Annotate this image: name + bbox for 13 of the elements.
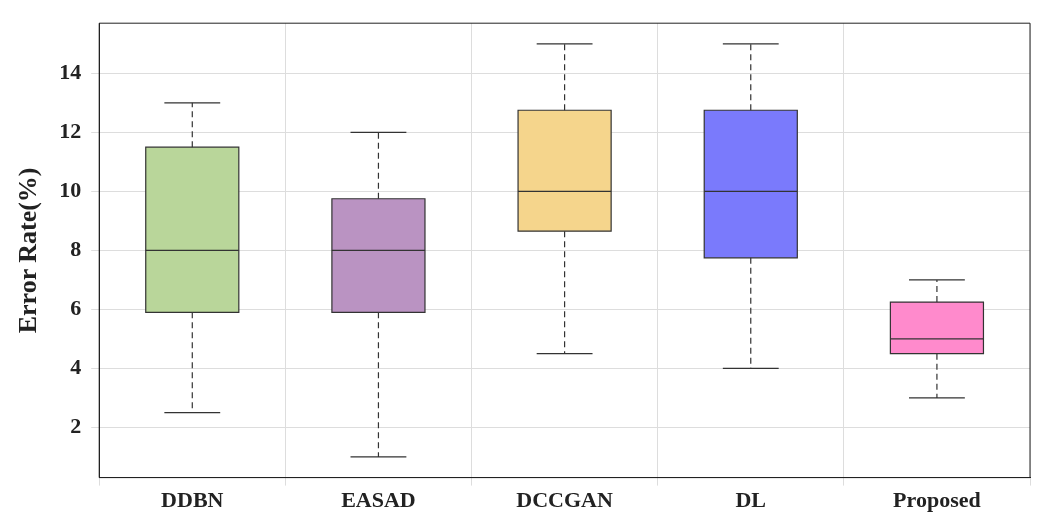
y-tick-label: 12: [59, 118, 82, 144]
x-tick-label: DCCGAN: [516, 487, 613, 513]
y-tick-label: 4: [70, 354, 82, 380]
y-tick-label: 6: [70, 295, 82, 321]
y-tick-label: 2: [70, 413, 82, 439]
x-tick-label: DDBN: [161, 487, 224, 513]
y-axis-title: Error Rate(%): [13, 167, 43, 334]
x-tick-label: Proposed: [893, 487, 981, 513]
y-tick-label: 10: [59, 177, 82, 203]
x-tick-label: EASAD: [341, 487, 416, 513]
x-tick-label: DL: [735, 487, 767, 513]
y-tick-label: 8: [70, 236, 82, 262]
y-tick-label: 14: [59, 59, 82, 85]
